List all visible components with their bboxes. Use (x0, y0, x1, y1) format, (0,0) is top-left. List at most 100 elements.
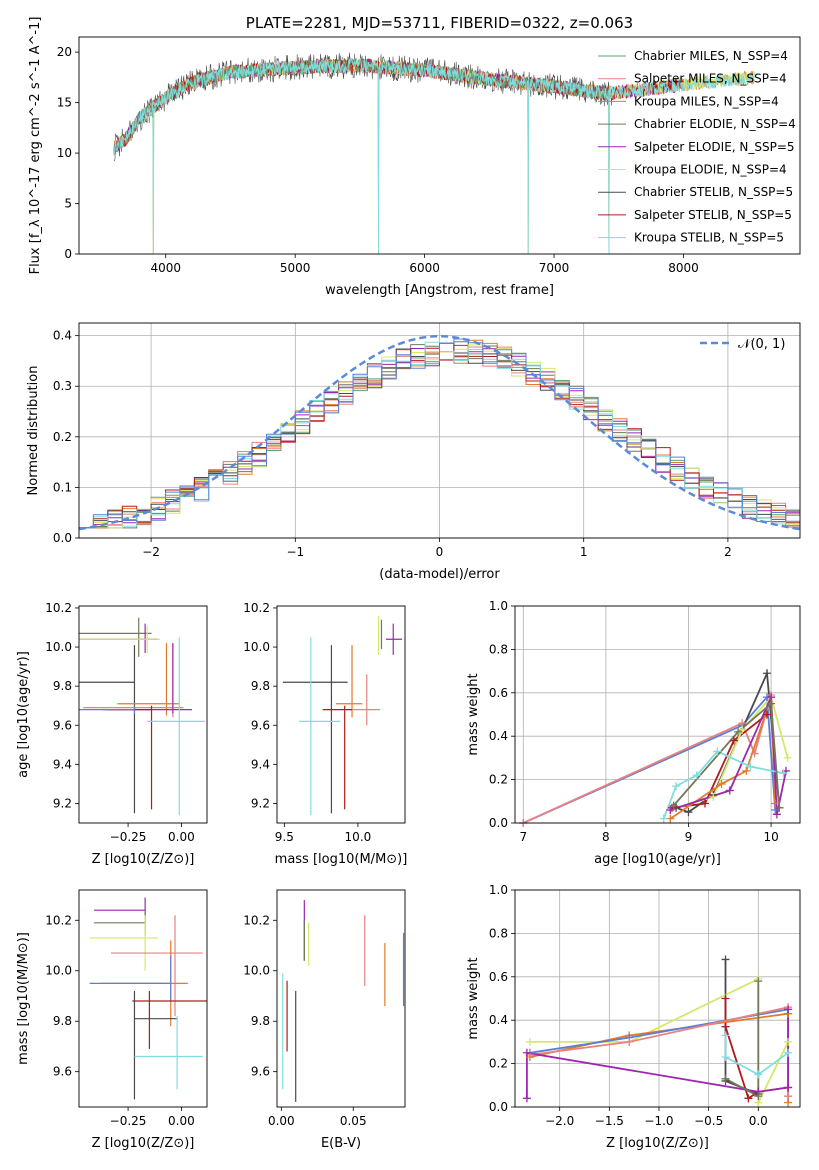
y-tick-label: 0.3 (53, 379, 72, 393)
data-point-marker (746, 762, 755, 771)
x-tick-label: 2 (724, 545, 732, 559)
data-point-marker (734, 727, 743, 736)
data-point-marker (692, 771, 701, 780)
y-tick-label: 1.0 (489, 599, 508, 613)
y-axis-label: age [log10(age/yr)] (16, 651, 31, 778)
y-tick-label: 0.4 (489, 1013, 508, 1027)
y-tick-label: 0.2 (489, 773, 508, 787)
y-axis-label: mass [log10(M/M⊙)] (16, 932, 31, 1065)
data-point-marker (717, 779, 726, 788)
y-tick-label: 0.6 (489, 970, 508, 984)
data-point-marker (625, 1037, 634, 1046)
y-tick-label: 0.4 (489, 729, 508, 743)
panel-2: −2 −1 0 1 2 0.0 0.1 0.2 0.3 0.4 (data-model)/error… (26, 322, 801, 582)
x-tick-label: −2.0 (545, 1114, 574, 1128)
x-tick-label: −1.5 (595, 1114, 624, 1128)
x-tick-label: 8 (602, 830, 610, 844)
x-tick-label: 0.00 (168, 830, 195, 844)
y-tick-label: 0.0 (489, 1100, 508, 1114)
data-point-marker (784, 1037, 793, 1046)
y-tick-label: 10.2 (243, 913, 270, 927)
data-point-marker (525, 1037, 534, 1046)
plot-area (282, 900, 405, 1102)
mass-weight-line (672, 701, 781, 808)
data-point-marker (522, 1048, 531, 1057)
plot-area (89, 897, 207, 1100)
y-tick-label: 0.6 (489, 686, 508, 700)
data-point-marker (750, 749, 759, 758)
y-tick-label: 0.4 (53, 329, 72, 343)
data-point-marker (721, 955, 730, 964)
mass-weight-line (662, 750, 784, 820)
x-axis-label: E(B-V) (321, 1136, 361, 1151)
data-point-marker (725, 786, 734, 795)
axes-frame (78, 889, 208, 1108)
x-axis-label: wavelength [Angstrom, rest frame] (325, 283, 554, 298)
data-point-marker (729, 736, 738, 745)
data-point-marker (709, 792, 718, 801)
x-tick-label: 9 (685, 830, 693, 844)
y-tick-label: 9.8 (53, 679, 72, 693)
data-point-marker (754, 1092, 763, 1101)
y-tick-label: 9.8 (251, 679, 270, 693)
data-point-marker (672, 782, 681, 791)
data-point-marker (762, 710, 771, 719)
data-point-marker (779, 769, 788, 778)
legend-label: Chabrier ELODIE, N_SSP=4 (634, 117, 796, 131)
chart-title: PLATE=2281, MJD=53711, FIBERID=0322, z=0… (246, 14, 633, 32)
x-tick-label: 0.00 (168, 1114, 195, 1128)
data-point-marker (754, 1070, 763, 1079)
y-tick-label: 0.8 (489, 642, 508, 656)
x-tick-label: 0.05 (340, 1114, 367, 1128)
x-axis-label: Z [log10(Z/Z⊙)] (92, 852, 195, 867)
data-point-marker (721, 1031, 730, 1040)
data-point-marker (721, 1053, 730, 1062)
histogram-step (79, 338, 800, 529)
data-point-marker (784, 1083, 793, 1092)
x-axis-label: Z [log10(Z/Z⊙)] (606, 1136, 709, 1151)
x-tick-label: 9.5 (275, 830, 294, 844)
data-point-marker (721, 994, 730, 1003)
y-tick-label: 9.8 (251, 1014, 270, 1028)
x-tick-label: 10.0 (345, 830, 372, 844)
histogram-step (79, 344, 800, 529)
x-tick-label: 7000 (539, 261, 570, 275)
y-tick-label: 10.0 (243, 964, 270, 978)
axes-frame (78, 36, 801, 255)
x-tick-label: 0 (436, 545, 444, 559)
y-tick-label: 5 (64, 197, 72, 211)
data-point-marker (771, 799, 780, 808)
x-axis-label: (data-model)/error (379, 567, 500, 582)
data-point-marker (784, 1048, 793, 1057)
axes-frame (514, 889, 801, 1108)
y-tick-label: 10 (57, 146, 72, 160)
y-tick-label: 20 (57, 45, 72, 59)
data-point-marker (754, 977, 763, 986)
panel-8: −2.0 −1.5 −1.0 −0.5 0.0 0.0 0.2 0.4 0.6 0.8 1.0 Z [… (466, 883, 801, 1151)
legend-label: Chabrier MILES, N_SSP=4 (634, 49, 788, 63)
x-axis-label: mass [log10(M/M⊙)] (275, 852, 408, 867)
x-tick-label: 8000 (668, 261, 699, 275)
y-tick-label: 9.6 (251, 1065, 270, 1079)
x-tick-label: 0.0 (749, 1114, 768, 1128)
x-axis-label: Z [log10(Z/Z⊙)] (92, 1136, 195, 1151)
x-axis-label: age [log10(age/yr)] (594, 852, 721, 867)
y-tick-label: 0.2 (53, 430, 72, 444)
panel-4: 9.5 10.0 9.2 9.4 9.6 9.8 10.0 10.2 mass [log10(M… (243, 601, 407, 867)
panel-1: 4000 5000 6000 7000 8000 0 5 10 15 20 wavelength [… (28, 14, 801, 298)
x-tick-label: −0.5 (694, 1114, 723, 1128)
data-point-marker (701, 799, 709, 808)
x-tick-label: 1 (580, 545, 588, 559)
data-point-marker (762, 669, 771, 678)
data-point-marker (783, 753, 792, 762)
axes-frame (78, 605, 208, 824)
y-axis-label: Normed distribution (26, 366, 41, 496)
y-axis-label: mass weight (466, 957, 481, 1039)
y-tick-label: 0.0 (53, 531, 72, 545)
y-tick-label: 9.8 (53, 1014, 72, 1028)
plot-area (79, 617, 205, 816)
legend-label: Chabrier STELIB, N_SSP=5 (634, 185, 793, 199)
x-tick-label: 0.00 (268, 1114, 295, 1128)
y-tick-label: 1.0 (489, 883, 508, 897)
